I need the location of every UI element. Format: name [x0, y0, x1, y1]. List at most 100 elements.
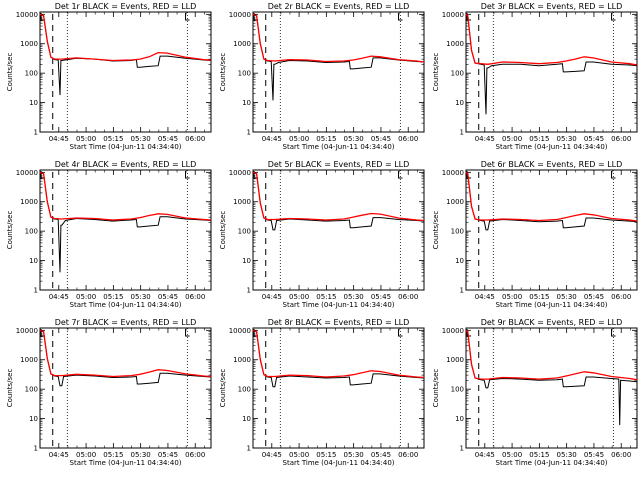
y-tick-label: 10000 [229, 11, 251, 19]
y-axis-label: Counts/sec [6, 53, 14, 92]
x-tick-label: 05:00 [76, 451, 96, 459]
bracket-right-marker [185, 171, 190, 179]
lld-series-line [465, 329, 638, 381]
plot-frame [39, 327, 212, 449]
x-tick-label: 04:45 [49, 451, 69, 459]
plot-frame [252, 327, 425, 449]
y-tick-label: 1 [34, 129, 38, 137]
x-tick-label: 04:45 [49, 293, 69, 301]
x-axis-label: Start Time (04-Jun-11 04:34:40) [283, 459, 395, 467]
lld-series-line [465, 13, 638, 66]
x-tick-label: 04:45 [475, 135, 495, 143]
x-tick-label: 05:00 [289, 451, 309, 459]
x-tick-label: 05:00 [502, 135, 522, 143]
y-tick-label: 100 [25, 386, 38, 394]
x-tick-label: 06:00 [185, 451, 205, 459]
y-tick-label: 10000 [442, 11, 464, 19]
y-tick-label: 1000 [20, 40, 38, 48]
bracket-right-marker [398, 171, 403, 179]
x-tick-label: 05:00 [289, 135, 309, 143]
chart-title: Det 9r BLACK = Events, RED = LLD [481, 318, 623, 327]
chart-title: Det 4r BLACK = Events, RED = LLD [55, 160, 197, 169]
x-tick-label: 04:45 [475, 293, 495, 301]
y-tick-label: 10 [242, 415, 251, 423]
y-tick-label: 1000 [20, 198, 38, 206]
x-axis-label: Start Time (04-Jun-11 04:34:40) [70, 301, 182, 309]
chart-panel-4: Det 4r BLACK = Events, RED = LLD 1 10 100 10… [6, 160, 212, 309]
lld-series-line [39, 171, 212, 221]
y-tick-label: 10000 [442, 169, 464, 177]
chart-panel-7: Det 7r BLACK = Events, RED = LLD 1 10 100 10… [6, 318, 212, 467]
plot-frame [465, 327, 638, 449]
y-tick-label: 10000 [229, 169, 251, 177]
y-tick-label: 1000 [20, 356, 38, 364]
y-tick-label: 1 [34, 445, 38, 453]
y-tick-label: 10000 [442, 327, 464, 335]
lld-series-line [252, 13, 425, 63]
y-tick-label: 100 [238, 386, 251, 394]
y-tick-label: 1000 [446, 356, 464, 364]
x-tick-label: 05:15 [103, 135, 123, 143]
y-tick-label: 100 [451, 228, 464, 236]
chart-panel-6: Det 6r BLACK = Events, RED = LLD 1 10 100 10… [432, 160, 638, 309]
y-axis-label: Counts/sec [432, 53, 440, 92]
x-tick-label: 05:45 [584, 135, 604, 143]
lld-series-line [465, 171, 638, 222]
y-tick-label: 10 [455, 415, 464, 423]
x-tick-label: 06:00 [185, 135, 205, 143]
chart-title: Det 7r BLACK = Events, RED = LLD [55, 318, 197, 327]
x-tick-label: 05:15 [529, 451, 549, 459]
x-tick-label: 05:30 [557, 451, 577, 459]
bracket-right-marker [185, 13, 190, 21]
plot-frame [465, 11, 638, 133]
x-tick-label: 05:45 [158, 451, 178, 459]
y-tick-label: 10 [29, 257, 38, 265]
bracket-right-marker [611, 329, 616, 337]
plot-frame [252, 169, 425, 291]
x-tick-label: 05:00 [289, 293, 309, 301]
y-tick-label: 10000 [16, 327, 38, 335]
x-tick-label: 06:00 [611, 135, 631, 143]
y-tick-label: 1 [34, 287, 38, 295]
y-tick-label: 10000 [16, 11, 38, 19]
y-tick-label: 100 [451, 70, 464, 78]
chart-title: Det 5r BLACK = Events, RED = LLD [268, 160, 410, 169]
chart-title: Det 1r BLACK = Events, RED = LLD [55, 2, 197, 11]
y-tick-label: 100 [25, 228, 38, 236]
events-series-line [39, 329, 212, 387]
x-axis-label: Start Time (04-Jun-11 04:34:40) [283, 143, 395, 151]
bracket-right-marker [185, 329, 190, 337]
y-axis-label: Counts/sec [6, 369, 14, 408]
plot-frame [465, 169, 638, 291]
bracket-right-marker [398, 329, 403, 337]
x-axis-label: Start Time (04-Jun-11 04:34:40) [496, 459, 608, 467]
y-tick-label: 1000 [446, 198, 464, 206]
chart-title: Det 6r BLACK = Events, RED = LLD [481, 160, 623, 169]
x-tick-label: 05:15 [316, 451, 336, 459]
chart-panel-9: Det 9r BLACK = Events, RED = LLD 1 10 100 10… [432, 318, 638, 467]
x-tick-label: 05:00 [76, 293, 96, 301]
y-tick-label: 100 [238, 70, 251, 78]
x-tick-label: 05:30 [557, 135, 577, 143]
x-tick-label: 06:00 [398, 293, 418, 301]
y-tick-label: 1 [460, 445, 464, 453]
y-tick-label: 1 [460, 129, 464, 137]
plot-frame [252, 11, 425, 133]
y-axis-label: Counts/sec [432, 369, 440, 408]
y-tick-label: 1 [460, 287, 464, 295]
y-axis-label: Counts/sec [219, 369, 227, 408]
bracket-right-marker [611, 171, 616, 179]
x-tick-label: 05:30 [344, 135, 364, 143]
x-tick-label: 04:45 [262, 293, 282, 301]
lld-series-line [39, 329, 212, 378]
x-tick-label: 04:45 [475, 451, 495, 459]
plot-frame [39, 169, 212, 291]
x-tick-label: 06:00 [398, 451, 418, 459]
y-tick-label: 1000 [233, 40, 251, 48]
chart-title: Det 2r BLACK = Events, RED = LLD [268, 2, 410, 11]
x-axis-label: Start Time (04-Jun-11 04:34:40) [496, 143, 608, 151]
y-tick-label: 1000 [233, 198, 251, 206]
plot-frame [39, 11, 212, 133]
x-tick-label: 05:00 [76, 135, 96, 143]
chart-panel-2: Det 2r BLACK = Events, RED = LLD 1 10 100 10… [219, 2, 425, 151]
